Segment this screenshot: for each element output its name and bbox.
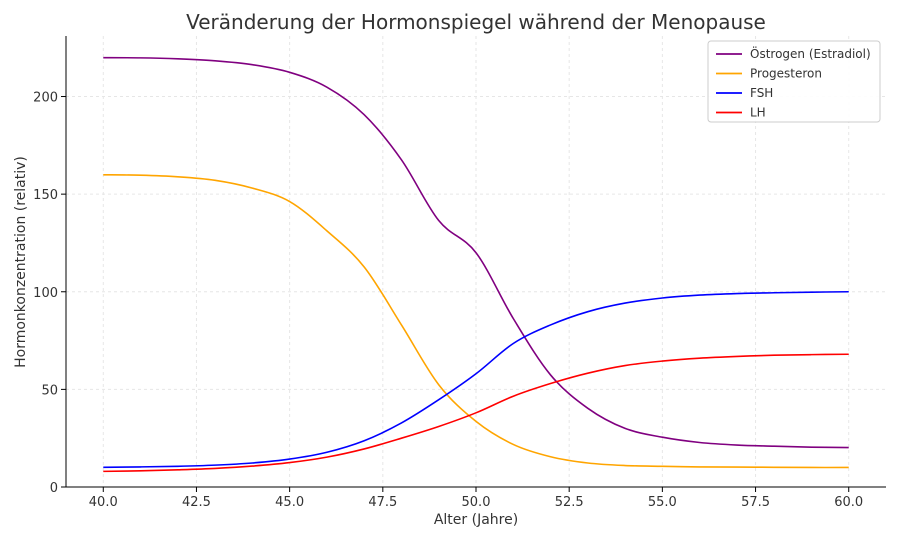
legend-items: Östrogen (Estradiol) Progesteron FSH LH: [716, 45, 871, 120]
y-tick-label: 200: [33, 91, 58, 106]
x-tick-label: 52.5: [555, 495, 584, 510]
x-tick-label: 42.5: [182, 495, 211, 510]
x-tick-label: 40.0: [89, 495, 118, 510]
legend-label: Östrogen (Estradiol): [750, 45, 871, 61]
x-tick-label: 60.0: [834, 495, 863, 510]
x-axis-ticks: 40.0 42.5 45.0 47.5 50.0 52.5 55.0 57.5 60.0: [89, 487, 863, 510]
series-line-2: [103, 174, 849, 469]
legend-label: FSH: [750, 86, 773, 100]
y-tick-label: 100: [33, 286, 58, 301]
x-tick-label: 57.5: [741, 495, 770, 510]
series-lines: [103, 56, 849, 473]
x-tick-label: 50.0: [462, 495, 491, 510]
series-line-3: [103, 290, 849, 469]
y-tick-label: 0: [50, 481, 58, 496]
y-axis-ticks: 0 50 100 150 200: [33, 91, 66, 496]
x-tick-label: 45.0: [275, 495, 304, 510]
y-axis-label: Hormonkonzentration (relativ): [13, 156, 29, 368]
x-axis-label: Alter (Jahre): [434, 512, 518, 528]
legend-label: Progesteron: [750, 67, 822, 81]
legend: Östrogen (Estradiol) Progesteron FSH LH: [707, 40, 881, 123]
series-line-1: [103, 56, 849, 449]
y-tick-label: 50: [41, 383, 58, 398]
legend-label: LH: [750, 106, 766, 120]
series-line-4: [103, 353, 849, 473]
legend-box: [707, 40, 881, 123]
x-tick-label: 55.0: [648, 495, 677, 510]
y-tick-label: 150: [33, 188, 58, 203]
x-tick-label: 47.5: [368, 495, 397, 510]
chart-title: Veränderung der Hormonspiegel während de…: [186, 10, 766, 34]
